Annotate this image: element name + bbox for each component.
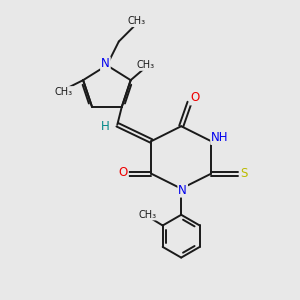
Text: CH₃: CH₃ bbox=[55, 87, 73, 97]
Text: N: N bbox=[178, 184, 187, 196]
Text: S: S bbox=[240, 167, 247, 180]
Text: O: O bbox=[118, 166, 128, 179]
Text: N: N bbox=[101, 57, 110, 70]
Text: NH: NH bbox=[211, 131, 229, 144]
Text: O: O bbox=[190, 92, 200, 104]
Text: CH₃: CH₃ bbox=[138, 210, 156, 220]
Text: H: H bbox=[100, 120, 109, 133]
Text: CH₃: CH₃ bbox=[128, 16, 146, 26]
Text: CH₃: CH₃ bbox=[136, 60, 154, 70]
